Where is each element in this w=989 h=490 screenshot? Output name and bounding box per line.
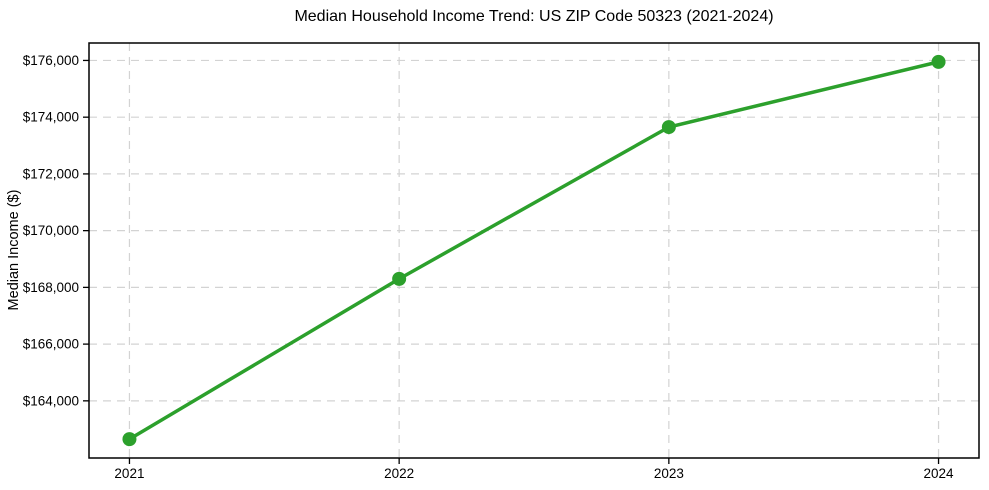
chart-title: Median Household Income Trend: US ZIP Co…: [294, 8, 774, 25]
y-tick-label: $166,000: [23, 337, 79, 352]
data-point: [661, 120, 676, 135]
x-tick-label: 2022: [384, 466, 414, 481]
y-tick-label: $176,000: [23, 53, 79, 68]
data-point: [122, 432, 137, 447]
y-tick-label: $164,000: [23, 393, 79, 408]
data-point: [931, 54, 946, 69]
y-tick-label: $174,000: [23, 110, 79, 125]
y-tick-label: $168,000: [23, 280, 79, 295]
x-tick-label: 2023: [654, 466, 684, 481]
y-tick-label: $170,000: [23, 223, 79, 238]
x-tick-label: 2021: [114, 466, 144, 481]
data-line: [127, 60, 941, 441]
data-point: [392, 271, 407, 286]
x-tick-label: 2024: [924, 466, 955, 481]
plot-border: [88, 42, 980, 459]
y-tick-label: $172,000: [23, 166, 79, 181]
